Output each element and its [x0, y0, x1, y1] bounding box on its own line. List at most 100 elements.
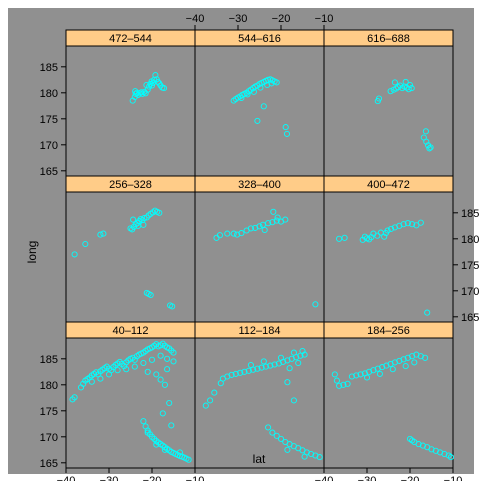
panel-frame	[194, 337, 325, 469]
data-point	[153, 341, 160, 348]
data-point	[157, 352, 164, 359]
data-point	[257, 84, 264, 91]
data-point	[105, 371, 113, 378]
data-point	[400, 221, 407, 228]
data-point	[159, 340, 166, 347]
data-point	[400, 356, 407, 363]
data-point	[234, 231, 241, 238]
y-tick-label: 180	[461, 234, 479, 246]
panel-strip-label: 544–616	[238, 33, 281, 45]
data-point	[301, 453, 308, 460]
y-tick-label: 165	[40, 166, 58, 178]
data-point	[404, 354, 411, 361]
data-point	[169, 303, 176, 310]
data-point	[376, 370, 383, 377]
panel-strip-label: 40–112	[113, 325, 149, 337]
data-point	[393, 85, 400, 92]
x-axis-label: lat	[253, 452, 266, 466]
data-point	[299, 347, 306, 355]
data-point	[389, 366, 396, 373]
data-point	[427, 144, 434, 151]
data-point	[260, 358, 267, 365]
panel-frame	[194, 191, 325, 323]
data-point	[176, 449, 183, 456]
data-point	[151, 435, 158, 442]
data-point	[166, 399, 173, 407]
panel-7: 112–184	[194, 321, 325, 469]
data-point	[139, 90, 146, 97]
data-point	[286, 365, 293, 372]
data-point	[312, 301, 319, 308]
data-point	[164, 355, 171, 362]
data-point	[357, 371, 364, 378]
data-point	[295, 359, 302, 367]
data-point	[202, 402, 209, 409]
data-point	[153, 371, 160, 378]
data-point	[273, 217, 280, 224]
axes-layer: −40 −30 −20 −10 −40 −30 −20 −10 −40 −30 −20 −10 165 1…	[40, 13, 480, 481]
data-point	[250, 88, 257, 95]
data-point	[340, 381, 347, 388]
data-point	[88, 378, 95, 385]
data-point	[388, 225, 395, 232]
x-tick-label: −20	[272, 13, 291, 25]
panel-strip-label: 328–400	[238, 179, 281, 191]
data-point	[161, 446, 168, 453]
x-tick-label: −30	[358, 475, 377, 481]
data-point	[144, 368, 151, 375]
panel-frame	[323, 45, 454, 177]
y-tick-label: 180	[40, 380, 58, 392]
data-point	[284, 379, 291, 386]
panel-1: 544–616	[194, 29, 325, 177]
data-point	[137, 215, 144, 223]
panel-strip-label: 184–256	[367, 325, 410, 337]
data-point	[404, 220, 411, 227]
data-point	[129, 354, 136, 361]
data-point	[406, 81, 414, 89]
panel-frame	[65, 45, 196, 177]
data-point	[265, 220, 272, 227]
data-point	[152, 72, 159, 79]
data-point	[164, 366, 171, 373]
data-point	[224, 230, 231, 237]
panel-strip-label: 616–688	[367, 33, 410, 45]
data-point	[170, 349, 177, 356]
data-point	[374, 232, 381, 239]
data-point	[422, 354, 429, 361]
panel-frame	[194, 45, 325, 177]
data-point	[413, 222, 420, 229]
data-point	[384, 227, 391, 234]
data-point	[131, 363, 138, 370]
data-point	[144, 429, 151, 436]
data-point	[211, 389, 218, 396]
panel-strip-label: 472–544	[109, 33, 152, 45]
y-tick-label: 170	[40, 432, 58, 444]
data-point	[244, 91, 251, 98]
data-point	[97, 375, 104, 382]
data-point	[381, 233, 388, 240]
data-point	[270, 208, 277, 215]
data-point	[82, 240, 89, 248]
data-point	[405, 86, 412, 93]
y-axis-label: long	[25, 241, 39, 264]
data-point	[423, 138, 430, 145]
data-point	[402, 78, 409, 85]
x-tick-label: −40	[186, 13, 205, 25]
data-point	[161, 381, 168, 388]
data-point	[138, 89, 145, 96]
data-point	[140, 359, 147, 367]
y-tick-label: 180	[40, 88, 58, 100]
x-tick-label: −30	[100, 475, 119, 481]
data-point	[100, 230, 107, 237]
data-point	[132, 88, 139, 95]
data-point	[409, 221, 416, 228]
data-point	[80, 380, 87, 387]
data-point	[147, 291, 154, 299]
x-tick-label: −40	[315, 475, 334, 481]
data-point	[254, 117, 261, 124]
data-point	[241, 368, 248, 375]
x-tick-label: −20	[143, 475, 162, 481]
data-point	[238, 230, 245, 237]
y-tick-label: 170	[461, 286, 479, 298]
